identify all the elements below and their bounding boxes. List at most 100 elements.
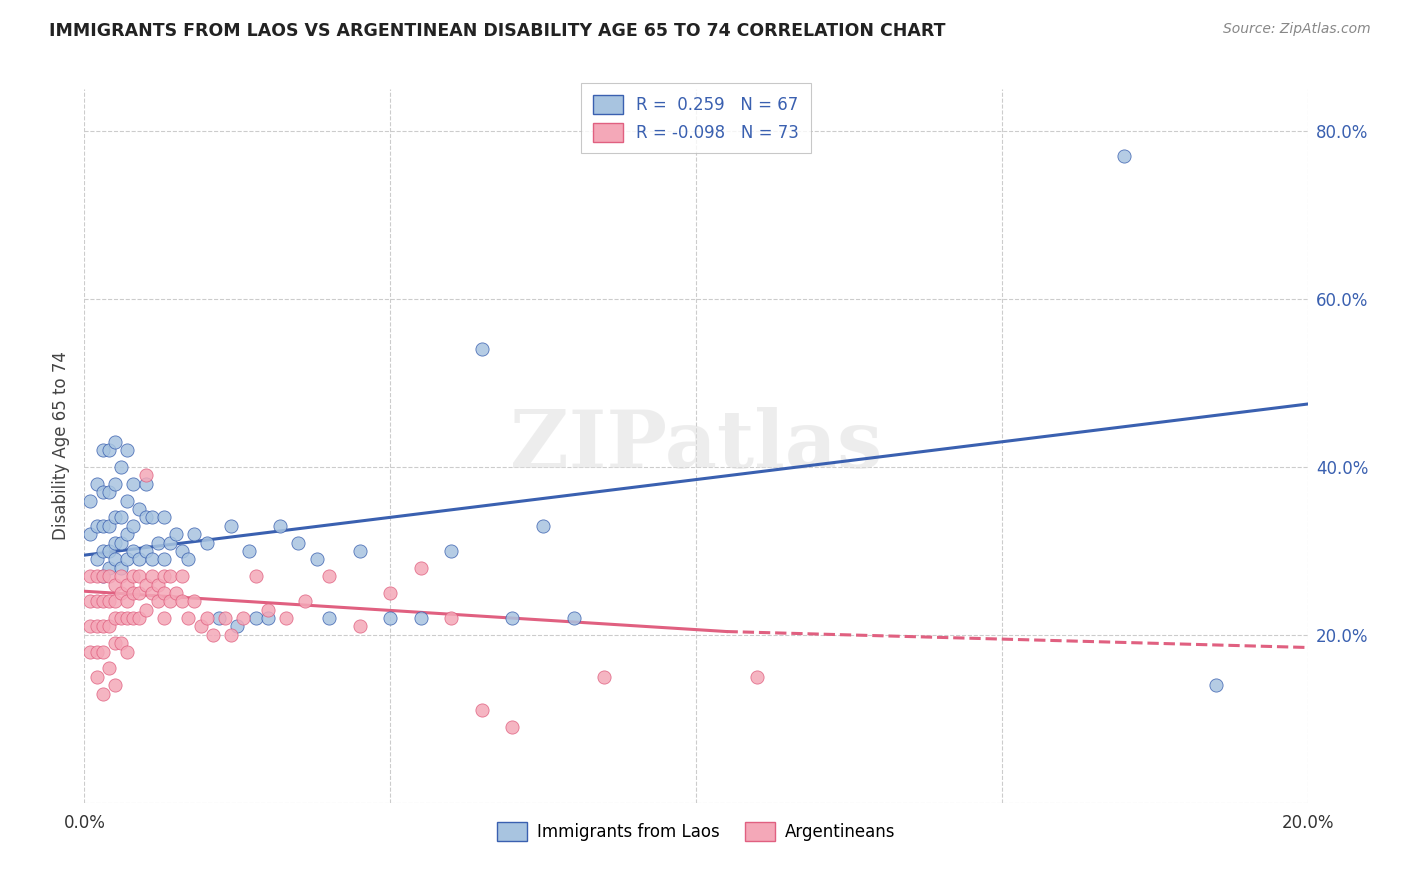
Point xyxy=(294,594,316,608)
Point xyxy=(79,645,101,659)
Point xyxy=(122,544,145,558)
Point xyxy=(86,645,108,659)
Point xyxy=(91,443,114,458)
Point xyxy=(135,603,157,617)
Point xyxy=(269,518,291,533)
Point xyxy=(238,544,260,558)
Point xyxy=(104,535,127,549)
Point xyxy=(110,535,132,549)
Point xyxy=(97,518,120,533)
Point xyxy=(318,569,340,583)
Point xyxy=(214,611,236,625)
Point xyxy=(104,577,127,591)
Point xyxy=(122,518,145,533)
Point xyxy=(502,720,524,734)
Point xyxy=(91,518,114,533)
Point xyxy=(91,485,114,500)
Point xyxy=(153,552,176,566)
Text: ZIPatlas: ZIPatlas xyxy=(510,407,882,485)
Point xyxy=(146,594,169,608)
Point xyxy=(122,586,145,600)
Point xyxy=(593,670,616,684)
Point xyxy=(86,476,108,491)
Point xyxy=(257,603,280,617)
Point xyxy=(91,569,114,583)
Point xyxy=(104,636,127,650)
Point xyxy=(183,594,205,608)
Point xyxy=(104,552,127,566)
Point xyxy=(219,518,242,533)
Point xyxy=(159,594,181,608)
Point xyxy=(104,476,127,491)
Point xyxy=(190,619,212,633)
Point xyxy=(115,645,138,659)
Point xyxy=(86,518,108,533)
Point xyxy=(380,586,402,600)
Point xyxy=(122,569,145,583)
Point xyxy=(349,544,371,558)
Point xyxy=(146,535,169,549)
Point xyxy=(195,611,218,625)
Point xyxy=(177,611,200,625)
Point xyxy=(349,619,371,633)
Point xyxy=(305,552,328,566)
Point xyxy=(201,628,224,642)
Point xyxy=(153,569,176,583)
Point xyxy=(153,510,176,524)
Point xyxy=(172,569,194,583)
Point xyxy=(135,468,157,483)
Point xyxy=(110,460,132,475)
Point xyxy=(195,535,218,549)
Point xyxy=(79,594,101,608)
Point xyxy=(79,527,101,541)
Point xyxy=(562,611,585,625)
Point xyxy=(409,611,432,625)
Point xyxy=(440,611,463,625)
Point xyxy=(257,611,280,625)
Point xyxy=(115,493,138,508)
Point xyxy=(122,476,145,491)
Point xyxy=(104,611,127,625)
Point xyxy=(104,594,127,608)
Point xyxy=(135,577,157,591)
Point xyxy=(502,611,524,625)
Point xyxy=(141,586,163,600)
Text: Source: ZipAtlas.com: Source: ZipAtlas.com xyxy=(1223,22,1371,37)
Point xyxy=(110,510,132,524)
Point xyxy=(79,619,101,633)
Point xyxy=(177,552,200,566)
Point xyxy=(409,560,432,574)
Y-axis label: Disability Age 65 to 74: Disability Age 65 to 74 xyxy=(52,351,70,541)
Point xyxy=(226,619,249,633)
Point xyxy=(91,594,114,608)
Point xyxy=(146,577,169,591)
Point xyxy=(380,611,402,625)
Point xyxy=(128,502,150,516)
Point xyxy=(172,594,194,608)
Point xyxy=(91,645,114,659)
Point xyxy=(97,594,120,608)
Point xyxy=(128,586,150,600)
Point xyxy=(97,569,120,583)
Point xyxy=(91,687,114,701)
Point xyxy=(91,569,114,583)
Point xyxy=(97,443,120,458)
Point xyxy=(110,560,132,574)
Point xyxy=(86,594,108,608)
Point xyxy=(141,552,163,566)
Point xyxy=(287,535,309,549)
Point xyxy=(318,611,340,625)
Point xyxy=(104,434,127,449)
Point xyxy=(122,611,145,625)
Point xyxy=(115,577,138,591)
Point xyxy=(97,619,120,633)
Point xyxy=(135,544,157,558)
Point xyxy=(97,544,120,558)
Point xyxy=(115,594,138,608)
Point xyxy=(747,670,769,684)
Point xyxy=(219,628,242,642)
Point xyxy=(159,569,181,583)
Point xyxy=(86,569,108,583)
Point xyxy=(128,552,150,566)
Point xyxy=(115,552,138,566)
